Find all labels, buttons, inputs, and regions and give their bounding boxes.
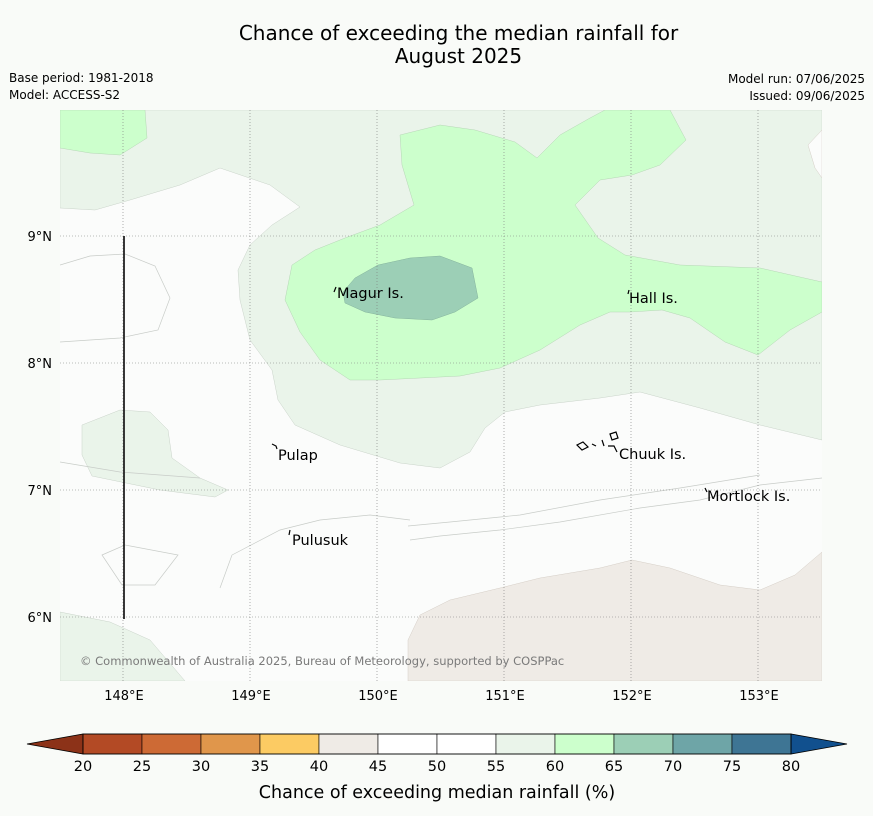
contour-40-45 xyxy=(407,551,822,681)
meta-right: Model run: 07/06/2025 Issued: 09/06/2025 xyxy=(728,71,865,105)
colorbar-tick-40: 40 xyxy=(310,759,328,775)
place-label-mortlock: Mortlock Is. xyxy=(707,489,790,505)
lat-tick-8n: 8°N xyxy=(28,357,53,372)
model-name: Model: ACCESS-S2 xyxy=(9,88,121,102)
hall-island-shape xyxy=(627,289,630,295)
colorbar: 20 25 30 35 40 45 50 55 60 65 70 75 80 Chance of exc… xyxy=(26,733,848,803)
map-panel[interactable]: Magur Is. Hall Is. Pulap Chuuk Is. Mortl… xyxy=(60,110,822,681)
colorbar-segment-50-55 xyxy=(436,733,497,755)
colorbar-segment-25-30 xyxy=(141,733,202,755)
contour-60-65-north xyxy=(60,110,148,156)
issued-date: Issued: 09/06/2025 xyxy=(749,89,865,103)
lon-tick-151: 151°E xyxy=(485,689,525,704)
colorbar-segment-35-40 xyxy=(259,733,320,755)
colorbar-tick-65: 65 xyxy=(605,759,623,775)
colorbar-segment-20-25 xyxy=(82,733,143,755)
title-line-1: Chance of exceeding the median rainfall … xyxy=(238,21,679,45)
graticule xyxy=(60,110,822,681)
map-title: Chance of exceeding the median rainfall … xyxy=(0,22,873,68)
mortlock-island-shape xyxy=(704,487,708,493)
place-label-hall: Hall Is. xyxy=(629,291,678,307)
lat-tick-7n: 7°N xyxy=(28,484,53,499)
lon-tick-153: 153°E xyxy=(739,689,779,704)
place-label-magur: Magur Is. xyxy=(337,286,404,302)
colorbar-tick-60: 60 xyxy=(546,759,564,775)
colorbar-tick-30: 30 xyxy=(192,759,210,775)
chuuk-island-shape xyxy=(575,431,619,453)
colorbar-tick-80: 80 xyxy=(782,759,800,775)
colorbar-ticks: 20 25 30 35 40 45 50 55 60 65 70 75 80 xyxy=(74,759,800,775)
colorbar-tick-55: 55 xyxy=(487,759,505,775)
meta-left: Base period: 1981-2018 Model: ACCESS-S2 xyxy=(9,70,154,104)
place-label-chuuk: Chuuk Is. xyxy=(619,447,686,463)
colorbar-arrow-high xyxy=(790,733,848,755)
colorbar-segment-55-60 xyxy=(495,733,556,755)
faint-contours xyxy=(60,253,822,589)
colorbar-segments xyxy=(82,733,792,755)
island-markers xyxy=(271,286,708,536)
contour-55-60-west xyxy=(81,409,229,498)
contour-40-45-ne xyxy=(807,129,822,179)
colorbar-arrow-low xyxy=(26,733,84,755)
pulap-island-shape xyxy=(271,443,278,450)
lon-tick-149: 149°E xyxy=(231,689,271,704)
place-label-pulusuk: Pulusuk xyxy=(292,533,349,549)
place-label-pulap: Pulap xyxy=(278,448,318,464)
lat-tick-6n: 6°N xyxy=(28,611,53,626)
colorbar-tick-70: 70 xyxy=(664,759,682,775)
colorbar-segment-40-45 xyxy=(318,733,379,755)
colorbar-tick-20: 20 xyxy=(74,759,92,775)
lon-tick-150: 150°E xyxy=(358,689,398,704)
lon-tick-148: 148°E xyxy=(104,689,144,704)
colorbar-tick-50: 50 xyxy=(428,759,446,775)
colorbar-tick-35: 35 xyxy=(251,759,269,775)
contour-55-60-sw xyxy=(60,611,186,681)
colorbar-segment-70-75 xyxy=(672,733,733,755)
colorbar-tick-75: 75 xyxy=(723,759,741,775)
colorbar-segment-30-35 xyxy=(200,733,261,755)
colorbar-segment-45-50 xyxy=(377,733,438,755)
colorbar-tick-45: 45 xyxy=(369,759,387,775)
colorbar-tick-25: 25 xyxy=(133,759,151,775)
title-line-2: August 2025 xyxy=(394,44,523,68)
model-run: Model run: 07/06/2025 xyxy=(727,72,865,86)
pulusuk-island-shape xyxy=(288,529,291,536)
magur-island-shape xyxy=(333,286,337,293)
lon-tick-152: 152°E xyxy=(612,689,652,704)
colorbar-segment-65-70 xyxy=(613,733,674,755)
colorbar-segment-75-80 xyxy=(731,733,792,755)
copyright-notice: © Commonwealth of Australia 2025, Bureau… xyxy=(80,654,564,668)
colorbar-segment-60-65 xyxy=(554,733,615,755)
colorbar-frame xyxy=(82,733,792,755)
colorbar-label: Chance of exceeding median rainfall (%) xyxy=(259,783,615,803)
lat-tick-9n: 9°N xyxy=(28,230,53,245)
base-period: Base period: 1981-2018 xyxy=(9,71,154,85)
